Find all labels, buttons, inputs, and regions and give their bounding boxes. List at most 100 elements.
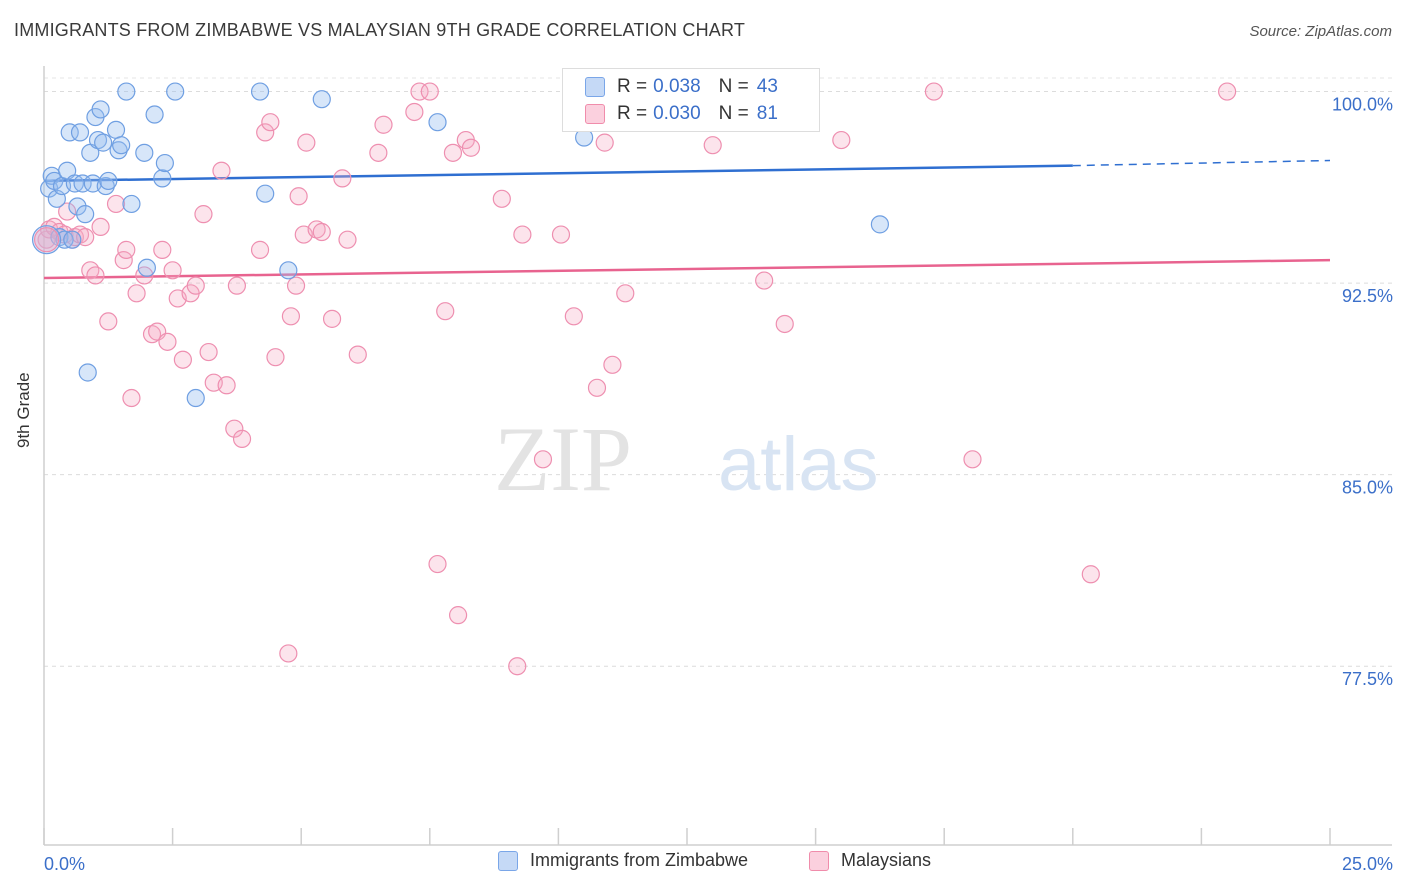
point-malaysians bbox=[199, 342, 218, 362]
point-malaysians bbox=[428, 554, 447, 574]
point-zimbabwe bbox=[96, 176, 115, 196]
n-value-malaysians: 81 bbox=[756, 103, 778, 124]
point-malaysians bbox=[279, 644, 298, 663]
r-value-malaysians: 0.030 bbox=[653, 103, 701, 124]
point-malaysians bbox=[186, 276, 205, 295]
malaysians-swatch bbox=[809, 850, 829, 871]
point-malaysians bbox=[322, 309, 342, 328]
point-zimbabwe bbox=[78, 363, 97, 382]
malaysians-swatch bbox=[585, 104, 605, 124]
point-malaysians bbox=[369, 143, 388, 162]
watermark: ZIP atlas bbox=[494, 408, 879, 510]
point-zimbabwe bbox=[88, 130, 108, 150]
point-malaysians bbox=[1218, 82, 1237, 101]
point-malaysians bbox=[436, 302, 455, 321]
point-zimbabwe bbox=[109, 141, 128, 160]
r-label: R = bbox=[617, 103, 648, 124]
tick-labels: 100.0% 92.5% 85.0% 77.5% 0.0% 25.0% bbox=[44, 95, 1393, 874]
point-zimbabwe bbox=[68, 197, 87, 216]
point-zimbabwe bbox=[135, 143, 154, 162]
point-zimbabwe bbox=[428, 113, 447, 132]
point-zimbabwe bbox=[250, 82, 270, 101]
point-malaysians bbox=[410, 82, 429, 101]
point-malaysians bbox=[158, 332, 177, 351]
point-malaysians bbox=[297, 133, 316, 152]
point-zimbabwe bbox=[94, 133, 113, 152]
point-malaysians bbox=[212, 161, 231, 180]
legend-row-malaysians: R = 0.030 N = 81 bbox=[585, 102, 778, 126]
point-zimbabwe bbox=[60, 123, 79, 142]
y-tick-label: 100.0% bbox=[1332, 95, 1393, 115]
point-malaysians bbox=[153, 240, 172, 259]
point-malaysians bbox=[448, 606, 468, 625]
point-malaysians bbox=[461, 138, 481, 157]
legend-label-zimbabwe: Immigrants from Zimbabwe bbox=[530, 850, 749, 870]
y-tick-label: 77.5% bbox=[1342, 669, 1393, 689]
point-malaysians bbox=[595, 133, 614, 152]
point-malaysians bbox=[286, 276, 306, 295]
y-tick-label: 92.5% bbox=[1342, 286, 1393, 306]
point-malaysians bbox=[1081, 565, 1100, 584]
point-zimbabwe bbox=[153, 169, 172, 188]
point-malaysians bbox=[307, 220, 326, 239]
point-zimbabwe bbox=[137, 258, 156, 277]
point-malaysians bbox=[492, 189, 511, 208]
point-malaysians bbox=[86, 266, 105, 285]
r-label: R = bbox=[617, 76, 648, 97]
point-malaysians bbox=[217, 376, 236, 395]
point-malaysians bbox=[163, 261, 182, 280]
point-zimbabwe bbox=[870, 215, 890, 234]
point-malaysians bbox=[564, 307, 583, 326]
correlation-legend: R = 0.038 N = 43 R = 0.030 N = 81 bbox=[562, 68, 820, 132]
x-tick-label: 25.0% bbox=[1342, 854, 1393, 874]
legend-item-malaysians[interactable]: Malaysians bbox=[809, 850, 931, 871]
point-malaysians bbox=[250, 240, 270, 259]
watermark-atlas: atlas bbox=[718, 422, 879, 507]
point-malaysians bbox=[616, 284, 635, 303]
point-malaysians bbox=[261, 113, 280, 132]
point-zimbabwe bbox=[99, 171, 118, 191]
point-malaysians bbox=[508, 657, 527, 676]
point-malaysians bbox=[117, 240, 136, 259]
point-malaysians bbox=[312, 222, 331, 242]
point-malaysians bbox=[227, 276, 246, 295]
point-zimbabwe bbox=[155, 153, 174, 173]
y-axis-label: 9th Grade bbox=[14, 372, 33, 448]
point-malaysians bbox=[281, 307, 301, 326]
point-malaysians bbox=[81, 261, 100, 280]
watermark-zip: ZIP bbox=[494, 408, 632, 510]
point-malaysians bbox=[374, 115, 393, 134]
point-malaysians bbox=[266, 348, 285, 367]
point-malaysians bbox=[775, 314, 794, 334]
legend-item-zimbabwe[interactable]: Immigrants from Zimbabwe bbox=[498, 850, 748, 871]
point-malaysians bbox=[106, 194, 126, 214]
point-zimbabwe bbox=[145, 105, 164, 124]
point-malaysians bbox=[405, 102, 424, 122]
point-malaysians bbox=[45, 217, 64, 237]
point-zimbabwe bbox=[112, 136, 131, 155]
point-malaysians bbox=[513, 225, 532, 244]
point-zimbabwe bbox=[117, 82, 136, 101]
zimbabwe-swatch bbox=[585, 77, 605, 97]
zimbabwe-swatch bbox=[498, 850, 518, 871]
point-malaysians bbox=[33, 227, 60, 253]
point-malaysians bbox=[225, 419, 244, 438]
point-malaysians bbox=[420, 82, 439, 101]
point-zimbabwe bbox=[63, 230, 82, 249]
legend-row-zimbabwe: R = 0.038 N = 43 bbox=[585, 75, 778, 99]
point-malaysians bbox=[194, 205, 213, 224]
point-malaysians bbox=[232, 429, 252, 448]
series-legend: Immigrants from Zimbabwe Malaysians bbox=[0, 850, 1406, 880]
trend-lines bbox=[43, 159, 1331, 280]
trend-line-malaysians bbox=[43, 258, 1331, 280]
data-points bbox=[31, 82, 1237, 676]
point-malaysians bbox=[924, 82, 944, 101]
point-malaysians bbox=[338, 230, 357, 249]
x-tick-label: 0.0% bbox=[44, 854, 85, 874]
point-zimbabwe bbox=[122, 194, 141, 214]
point-malaysians bbox=[603, 355, 622, 374]
point-malaysians bbox=[348, 345, 367, 364]
point-zimbabwe bbox=[91, 100, 110, 119]
point-malaysians bbox=[58, 202, 77, 221]
